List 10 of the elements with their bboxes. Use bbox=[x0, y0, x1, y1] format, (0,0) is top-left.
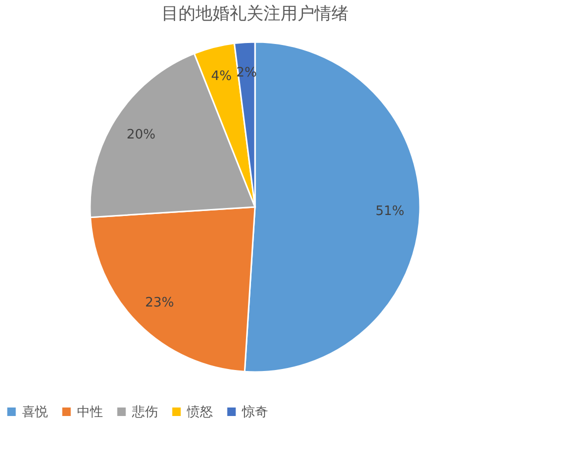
data-label: 51% bbox=[375, 204, 404, 220]
data-label: 23% bbox=[145, 295, 174, 310]
chart-title: 目的地婚礼关注用户情绪 bbox=[162, 4, 348, 24]
data-label: 20% bbox=[126, 128, 156, 143]
data-label: 4% bbox=[211, 69, 232, 84]
legend-label: 愤怒 bbox=[186, 404, 213, 420]
legend-label: 悲伤 bbox=[131, 404, 158, 420]
legend-label: 喜悦 bbox=[22, 404, 48, 420]
legend-label: 中性 bbox=[77, 404, 103, 420]
legend-label: 惊奇 bbox=[241, 404, 268, 420]
